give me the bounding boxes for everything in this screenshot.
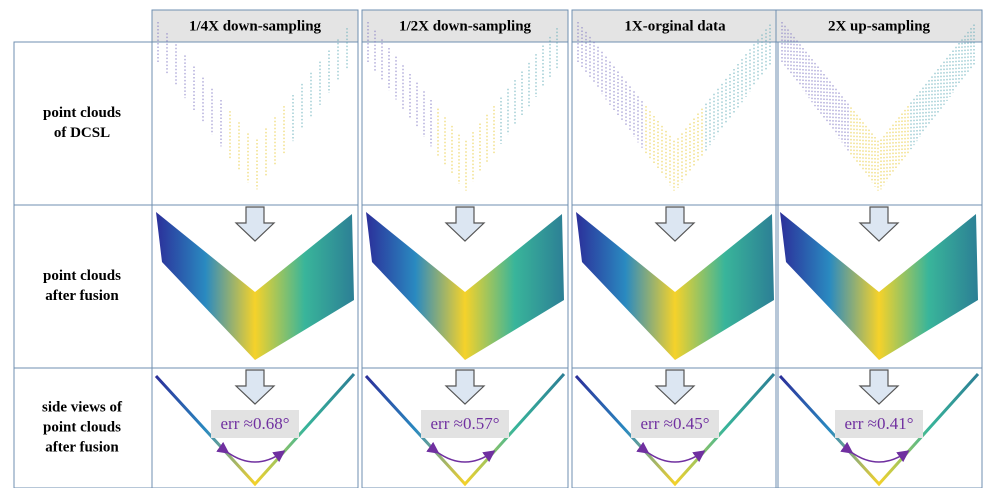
column-header: 1/4X down-sampling — [189, 18, 322, 34]
down-arrow — [446, 207, 484, 241]
cell — [152, 42, 358, 205]
row-label: point clouds — [43, 268, 121, 284]
error-label: err ≈0.41° — [845, 414, 914, 433]
row-label: after fusion — [45, 439, 119, 455]
down-arrow — [446, 370, 484, 404]
row-label: side views of — [42, 399, 123, 415]
cell — [776, 42, 982, 205]
cell — [572, 42, 778, 205]
down-arrow — [860, 370, 898, 404]
figure: 1/4X down-sampling 1/2X down-sampling 1X-o… — [0, 0, 984, 488]
column-header: 1/2X down-sampling — [399, 18, 532, 34]
down-arrow — [656, 370, 694, 404]
down-arrow — [860, 207, 898, 241]
column-header: 2X up-sampling — [828, 18, 931, 34]
error-label: err ≈0.68° — [221, 414, 290, 433]
error-label: err ≈0.45° — [641, 414, 710, 433]
row-label: after fusion — [45, 288, 119, 304]
down-arrow — [656, 207, 694, 241]
column-header: 1X-orginal data — [624, 18, 726, 34]
row-label-cell — [14, 42, 152, 205]
down-arrow — [236, 207, 274, 241]
error-label: err ≈0.57° — [431, 414, 500, 433]
row-label: point clouds — [43, 105, 121, 121]
row-label: point clouds — [43, 419, 121, 435]
cell — [362, 42, 568, 205]
down-arrow — [236, 370, 274, 404]
row-label: of DCSL — [54, 125, 110, 141]
row-label-cell — [14, 205, 152, 368]
